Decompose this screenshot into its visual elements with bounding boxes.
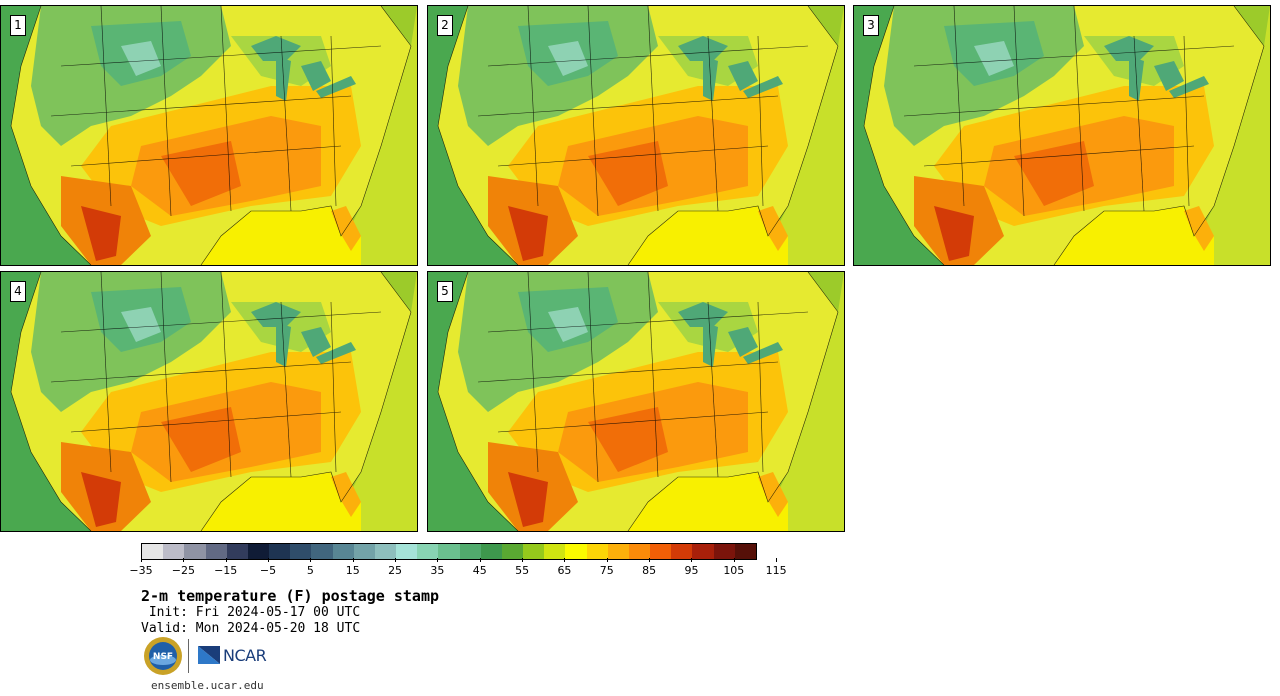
colorbar-tick	[141, 558, 142, 562]
colorbar-segment	[353, 544, 375, 559]
temperature-map	[428, 272, 844, 531]
logos: NSF NCAR	[143, 636, 283, 676]
colorbar-tick	[395, 558, 397, 562]
map-panel-1: 1	[0, 5, 418, 266]
colorbar-segment	[544, 544, 566, 559]
colorbar-segment	[290, 544, 312, 559]
colorbar-tick	[183, 558, 185, 562]
colorbar-segment	[692, 544, 714, 559]
colorbar	[141, 543, 757, 560]
colorbar-segment	[628, 544, 651, 559]
colorbar-segment	[459, 544, 481, 559]
colorbar-tick-label: −25	[171, 564, 195, 577]
colorbar-tick-label: 115	[765, 564, 787, 577]
ncar-logo-icon	[198, 646, 220, 664]
colorbar-tick-label: 75	[599, 564, 614, 577]
colorbar-tick-label: 95	[684, 564, 699, 577]
panel-label: 4	[10, 281, 26, 302]
colorbar-tick	[649, 558, 651, 562]
colorbar-segment	[501, 544, 524, 559]
colorbar-segment	[523, 544, 545, 559]
colorbar-tick	[310, 558, 312, 562]
colorbar-segment	[607, 544, 629, 559]
temperature-map	[1, 6, 417, 265]
colorbar-segment	[205, 544, 227, 559]
colorbar-tick	[564, 558, 566, 562]
colorbar-segment	[565, 544, 587, 559]
nsf-logo-icon: NSF	[144, 637, 182, 675]
colorbar-segment	[480, 544, 502, 559]
colorbar-tick	[691, 558, 693, 562]
map-panel-5: 5	[427, 271, 845, 532]
svg-text:NSF: NSF	[153, 652, 173, 662]
colorbar-segment	[650, 544, 672, 559]
map-panel-4: 4	[0, 271, 418, 532]
plot-title: 2-m temperature (F) postage stamp	[141, 587, 440, 605]
colorbar-segment	[311, 544, 333, 559]
colorbar-tick	[776, 558, 778, 562]
colorbar-segment	[226, 544, 248, 559]
valid-time: Valid: Mon 2024-05-20 18 UTC	[141, 621, 361, 636]
colorbar-segment	[374, 544, 397, 559]
site-url: ensemble.ucar.edu	[151, 679, 264, 692]
map-panel-3: 3	[853, 5, 1271, 266]
colorbar-tick-label: −35	[129, 564, 153, 577]
colorbar-tick-label: 5	[306, 564, 314, 577]
temperature-map	[854, 6, 1270, 265]
colorbar-tick	[733, 558, 735, 562]
colorbar-tick	[352, 558, 354, 562]
colorbar-segment	[184, 544, 206, 559]
colorbar-segment	[163, 544, 185, 559]
logo-divider	[188, 639, 189, 673]
colorbar-tick-label: 55	[515, 564, 530, 577]
colorbar-segment	[247, 544, 270, 559]
colorbar-tick-label: 25	[388, 564, 403, 577]
panel-label: 3	[863, 15, 879, 36]
colorbar-segment	[417, 544, 439, 559]
colorbar-tick	[479, 558, 481, 562]
map-panel-2: 2	[427, 5, 845, 266]
colorbar-segment	[332, 544, 354, 559]
colorbar-tick-label: 35	[430, 564, 445, 577]
panel-label: 2	[437, 15, 453, 36]
colorbar-segment	[269, 544, 291, 559]
colorbar-tick	[268, 558, 270, 562]
colorbar-tick-label: 45	[472, 564, 487, 577]
colorbar-tick	[225, 558, 227, 562]
colorbar-segment	[438, 544, 460, 559]
colorbar-tick-label: 85	[642, 564, 657, 577]
colorbar-tick	[606, 558, 608, 562]
colorbar-segment	[586, 544, 608, 559]
colorbar-tick	[522, 558, 524, 562]
ncar-logo-text: NCAR	[223, 646, 267, 665]
init-time: Init: Fri 2024-05-17 00 UTC	[141, 605, 361, 620]
colorbar-segment	[396, 544, 418, 559]
colorbar-segment	[713, 544, 735, 559]
colorbar-tick-label: 15	[345, 564, 360, 577]
colorbar-tick-label: 65	[557, 564, 572, 577]
panel-label: 1	[10, 15, 26, 36]
temperature-map	[1, 272, 417, 531]
colorbar-tick	[437, 558, 439, 562]
colorbar-tick-label: −15	[214, 564, 238, 577]
panel-label: 5	[437, 281, 453, 302]
colorbar-segment	[671, 544, 693, 559]
colorbar-tick-label: −5	[259, 564, 277, 577]
colorbar-segment	[734, 544, 756, 559]
colorbar-segment	[142, 544, 164, 559]
colorbar-tick-label: 105	[723, 564, 745, 577]
colorbar-ticks: −35 −25 −15 −5 5 15 25 35 45 55 65 75 85 95 105 115	[129, 558, 787, 578]
temperature-map	[428, 6, 844, 265]
